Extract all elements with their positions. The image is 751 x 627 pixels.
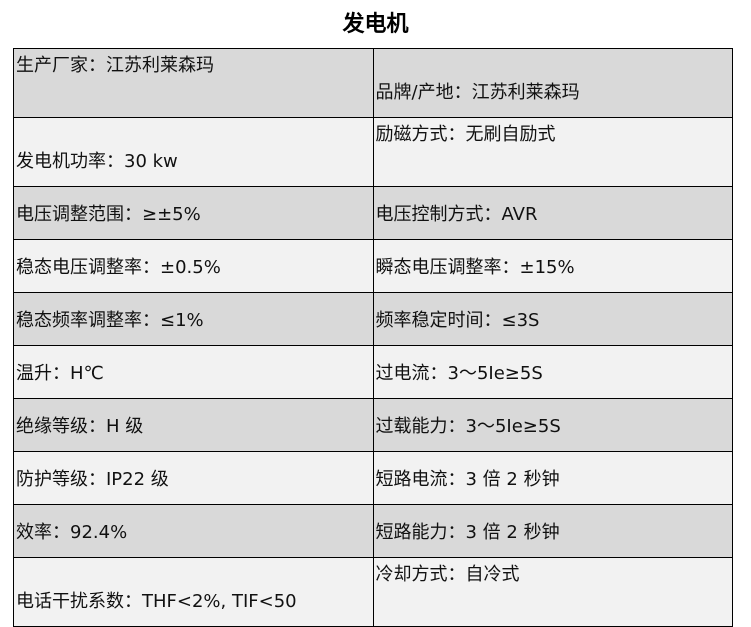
table-row: 稳态频率调整率：≤1% 频率稳定时间：≤3S xyxy=(13,292,733,346)
spec-cell: 电压调整范围：≥±5% xyxy=(13,186,374,240)
table-row: 电话干扰系数：THF<2%, TIF<50 冷却方式：自冷式 xyxy=(13,557,733,627)
spec-cell: 电话干扰系数：THF<2%, TIF<50 xyxy=(13,557,374,627)
table-row: 发电机功率：30 kw 励磁方式：无刷自励式 xyxy=(13,117,733,187)
spec-cell: 冷却方式：自冷式 xyxy=(372,557,733,627)
spec-cell: 发电机功率：30 kw xyxy=(13,117,374,187)
spec-cell: 过电流：3～5Ie≥5S xyxy=(372,345,733,399)
table-row: 绝缘等级：H 级过载能力：3～5Ie≥5S xyxy=(13,398,733,452)
spec-cell: 短路电流：3 倍 2 秒钟 xyxy=(372,451,733,505)
table-row: 电压调整范围：≥±5% 电压控制方式：AVR xyxy=(13,186,733,240)
spec-cell: 短路能力：3 倍 2 秒钟 xyxy=(372,504,733,558)
spec-cell: 温升：H℃ xyxy=(13,345,374,399)
spec-cell: 频率稳定时间：≤3S xyxy=(372,292,733,346)
spec-cell: 瞬态电压调整率：±15% xyxy=(372,239,733,293)
table-row: 温升：H℃ 过电流：3～5Ie≥5S xyxy=(13,345,733,399)
spec-cell: 过载能力：3～5Ie≥5S xyxy=(372,398,733,452)
spec-cell: 电压控制方式：AVR xyxy=(372,186,733,240)
spec-cell: 稳态频率调整率：≤1% xyxy=(13,292,374,346)
spec-cell: 稳态电压调整率：±0.5% xyxy=(13,239,374,293)
table-row: 效率：92.4% 短路能力：3 倍 2 秒钟 xyxy=(13,504,733,558)
spec-cell: 绝缘等级：H 级 xyxy=(13,398,374,452)
spec-cell: 生产厂家：江苏利莱森玛 xyxy=(13,48,374,118)
spec-cell: 防护等级：IP22 级 xyxy=(13,451,374,505)
spec-cell: 励磁方式：无刷自励式 xyxy=(372,117,733,187)
spec-cell: 效率：92.4% xyxy=(13,504,374,558)
table-row: 稳态电压调整率：±0.5% 瞬态电压调整率：±15% xyxy=(13,239,733,293)
spec-cell: 品牌/产地：江苏利莱森玛 xyxy=(372,48,733,118)
page-title: 发电机 xyxy=(342,11,409,37)
spec-table: 生产厂家：江苏利莱森玛 品牌/产地：江苏利莱森玛 发电机功率：30 kw 励磁方式：无… xyxy=(13,48,733,627)
table-row: 防护等级：IP22 级短路电流：3 倍 2 秒钟 xyxy=(13,451,733,505)
table-row: 生产厂家：江苏利莱森玛 品牌/产地：江苏利莱森玛 xyxy=(13,48,733,118)
